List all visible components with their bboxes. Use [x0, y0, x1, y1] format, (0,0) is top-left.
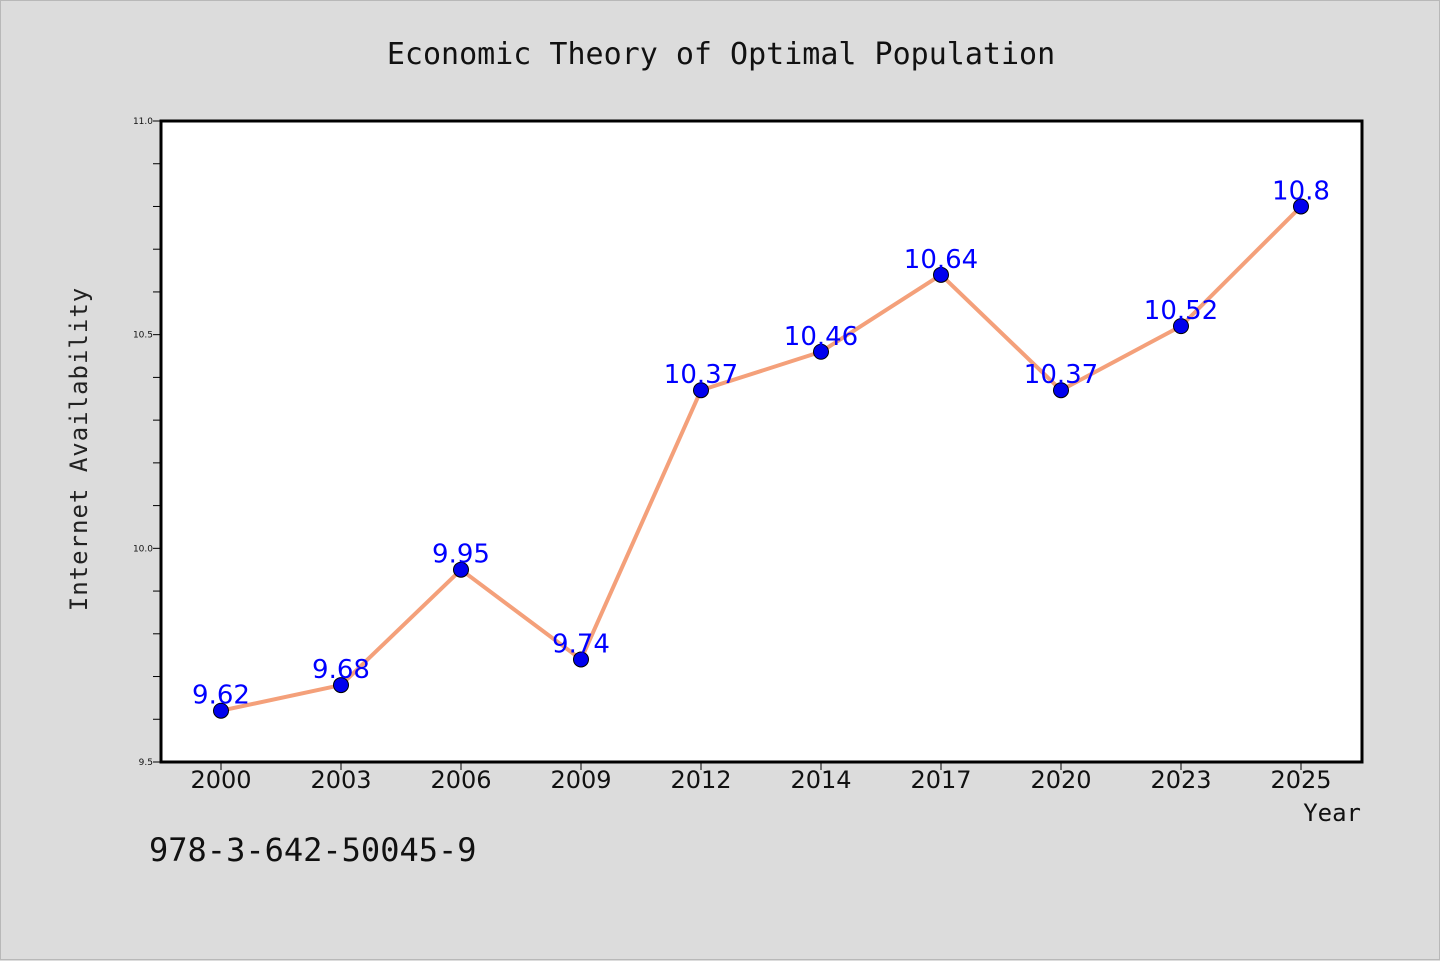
data-label: 10.46 [784, 322, 858, 352]
x-tick-label: 2006 [430, 766, 491, 794]
y-tick-label: 9.5 [139, 758, 153, 768]
data-point [693, 382, 709, 399]
x-tick-label: 2009 [550, 766, 611, 794]
y-axis: 9.5 10.0 10.5 11.0 [133, 117, 161, 768]
y-axis-label: Internet Availability [65, 287, 93, 611]
data-point [1053, 382, 1069, 399]
data-label: 9.95 [432, 540, 490, 570]
data-label: 9.68 [312, 655, 370, 685]
data-point [213, 702, 229, 719]
data-point [573, 651, 589, 668]
x-tick-label: 2017 [910, 766, 971, 794]
data-point [1173, 318, 1189, 335]
data-point [453, 561, 469, 578]
x-axis-label: Year [1303, 799, 1361, 827]
x-tick-label: 2014 [790, 766, 851, 794]
data-point [333, 677, 349, 694]
y-tick-label: 10.5 [133, 331, 153, 341]
data-label: 10.52 [1144, 296, 1218, 326]
data-label: 9.74 [552, 629, 610, 659]
x-tick-label: 2003 [310, 766, 371, 794]
data-label: 10.64 [904, 245, 978, 275]
data-label: 10.37 [664, 360, 738, 390]
x-tick-label: 2000 [190, 766, 251, 794]
y-tick-label: 10.0 [133, 544, 153, 554]
series-group: 9.62 9.68 9.95 9.74 10.37 10.46 10.64 10.37 10.5… [192, 176, 1330, 719]
x-tick-label: 2012 [670, 766, 731, 794]
data-point [1293, 198, 1309, 215]
x-tick-label: 2020 [1030, 766, 1091, 794]
x-axis: 2000 2003 2006 2009 2012 2014 2017 2020 2023 2025 [190, 762, 1332, 794]
series-line [220, 205, 1303, 713]
isbn-text: 978-3-642-50045-9 [149, 831, 477, 869]
y-tick-label: 11.0 [133, 117, 153, 127]
data-label: 10.8 [1272, 176, 1330, 206]
data-label: 9.62 [192, 681, 250, 711]
x-tick-label: 2025 [1270, 766, 1331, 794]
data-point [933, 266, 949, 283]
x-tick-label: 2023 [1150, 766, 1211, 794]
data-point [813, 343, 829, 360]
chart-title: Economic Theory of Optimal Population [387, 37, 1055, 72]
data-label: 10.37 [1024, 360, 1098, 390]
plot-area [159, 119, 1364, 764]
